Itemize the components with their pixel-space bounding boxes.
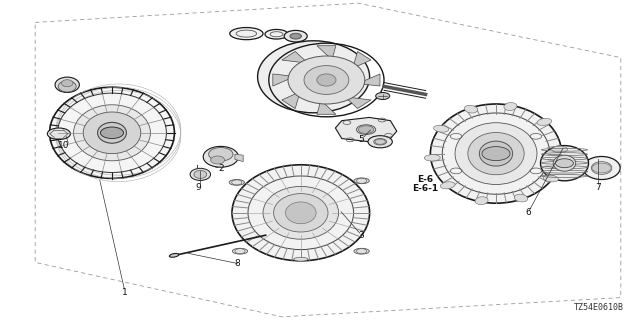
- Polygon shape: [345, 97, 371, 108]
- Ellipse shape: [274, 194, 328, 232]
- Ellipse shape: [230, 28, 263, 40]
- Ellipse shape: [265, 29, 288, 39]
- Polygon shape: [335, 117, 397, 142]
- Ellipse shape: [170, 253, 179, 257]
- Ellipse shape: [540, 146, 589, 181]
- Polygon shape: [273, 74, 295, 86]
- Ellipse shape: [83, 112, 141, 154]
- Ellipse shape: [294, 257, 308, 261]
- Polygon shape: [235, 154, 243, 162]
- Ellipse shape: [290, 33, 301, 39]
- Ellipse shape: [190, 168, 211, 180]
- Text: TZ54E0610B: TZ54E0610B: [574, 303, 624, 312]
- Text: 10: 10: [58, 141, 70, 150]
- Ellipse shape: [354, 178, 369, 184]
- Circle shape: [358, 126, 374, 133]
- Ellipse shape: [317, 74, 336, 86]
- Ellipse shape: [288, 56, 365, 104]
- Ellipse shape: [440, 182, 455, 189]
- Polygon shape: [317, 46, 336, 60]
- Ellipse shape: [430, 104, 562, 203]
- Ellipse shape: [356, 125, 376, 134]
- Ellipse shape: [194, 171, 207, 179]
- Ellipse shape: [455, 123, 537, 184]
- Ellipse shape: [433, 125, 449, 132]
- Ellipse shape: [515, 194, 527, 202]
- Ellipse shape: [284, 30, 307, 42]
- Ellipse shape: [97, 123, 127, 143]
- Ellipse shape: [424, 155, 440, 161]
- Circle shape: [592, 163, 611, 173]
- Ellipse shape: [55, 77, 79, 92]
- Circle shape: [291, 34, 301, 39]
- Circle shape: [556, 159, 573, 168]
- Ellipse shape: [468, 132, 524, 175]
- Ellipse shape: [285, 202, 316, 224]
- Circle shape: [375, 139, 385, 144]
- Ellipse shape: [304, 66, 349, 94]
- Ellipse shape: [537, 118, 552, 125]
- Circle shape: [47, 128, 70, 140]
- Polygon shape: [358, 74, 380, 86]
- Ellipse shape: [258, 41, 370, 113]
- Circle shape: [482, 147, 510, 161]
- Ellipse shape: [204, 147, 238, 167]
- Text: 6: 6: [525, 208, 531, 217]
- Ellipse shape: [209, 148, 233, 161]
- Ellipse shape: [74, 105, 150, 161]
- Ellipse shape: [504, 102, 517, 110]
- Polygon shape: [353, 52, 371, 68]
- Text: 2: 2: [218, 164, 223, 172]
- Text: 3: 3: [359, 231, 364, 240]
- Ellipse shape: [232, 165, 370, 261]
- Ellipse shape: [368, 136, 392, 148]
- Ellipse shape: [591, 162, 612, 174]
- Ellipse shape: [211, 156, 225, 164]
- Text: 8: 8: [234, 260, 239, 268]
- Polygon shape: [282, 52, 308, 63]
- Text: E-6: E-6: [417, 175, 434, 184]
- Ellipse shape: [583, 156, 620, 180]
- Ellipse shape: [475, 197, 488, 205]
- Ellipse shape: [229, 180, 244, 185]
- Polygon shape: [317, 100, 336, 114]
- Ellipse shape: [354, 248, 369, 254]
- Ellipse shape: [543, 175, 559, 182]
- Ellipse shape: [465, 105, 477, 113]
- Ellipse shape: [232, 248, 248, 254]
- Text: 7: 7: [596, 183, 601, 192]
- Ellipse shape: [552, 146, 568, 153]
- Text: 1: 1: [122, 288, 127, 297]
- Ellipse shape: [553, 155, 576, 171]
- Ellipse shape: [263, 186, 339, 239]
- Ellipse shape: [58, 81, 76, 92]
- Text: E-6-1: E-6-1: [413, 184, 438, 193]
- Polygon shape: [282, 92, 300, 108]
- Circle shape: [376, 92, 390, 100]
- Ellipse shape: [50, 87, 174, 179]
- Text: 9: 9: [196, 183, 201, 192]
- Text: 5: 5: [359, 135, 364, 144]
- Circle shape: [100, 127, 124, 139]
- Ellipse shape: [479, 141, 513, 166]
- Ellipse shape: [61, 80, 73, 87]
